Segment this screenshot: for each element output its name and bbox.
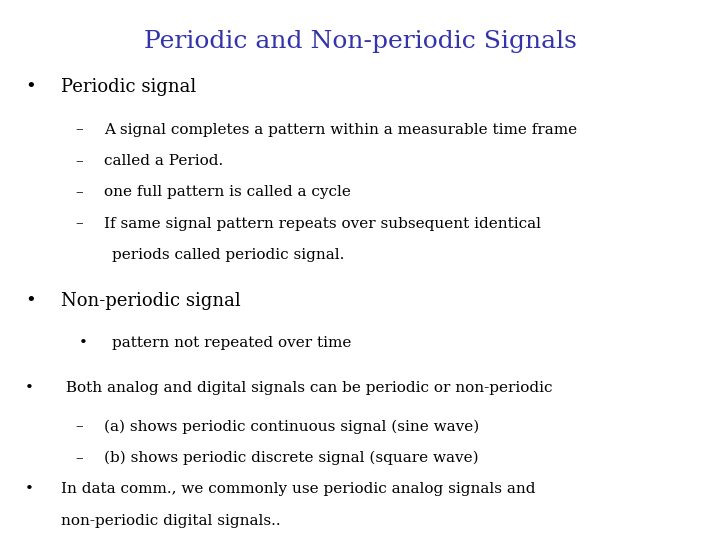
Text: In data comm., we commonly use periodic analog signals and: In data comm., we commonly use periodic …: [61, 482, 536, 496]
Text: pattern not repeated over time: pattern not repeated over time: [112, 336, 351, 350]
Text: Both analog and digital signals can be periodic or non-periodic: Both analog and digital signals can be p…: [61, 381, 553, 395]
Text: non-periodic digital signals..: non-periodic digital signals..: [61, 514, 281, 528]
Text: •: •: [25, 381, 34, 395]
Text: •: •: [79, 336, 88, 350]
Text: –: –: [76, 217, 84, 231]
Text: called a Period.: called a Period.: [104, 154, 224, 168]
Text: –: –: [76, 154, 84, 168]
Text: –: –: [76, 123, 84, 137]
Text: •: •: [25, 292, 36, 310]
Text: –: –: [76, 185, 84, 199]
Text: (b) shows periodic discrete signal (square wave): (b) shows periodic discrete signal (squa…: [104, 451, 479, 465]
Text: –: –: [76, 420, 84, 434]
Text: Periodic and Non-periodic Signals: Periodic and Non-periodic Signals: [143, 30, 577, 53]
Text: –: –: [76, 451, 84, 465]
Text: one full pattern is called a cycle: one full pattern is called a cycle: [104, 185, 351, 199]
Text: Periodic signal: Periodic signal: [61, 78, 197, 96]
Text: periods called periodic signal.: periods called periodic signal.: [112, 248, 344, 262]
Text: •: •: [25, 78, 36, 96]
Text: If same signal pattern repeats over subsequent identical: If same signal pattern repeats over subs…: [104, 217, 541, 231]
Text: (a) shows periodic continuous signal (sine wave): (a) shows periodic continuous signal (si…: [104, 420, 480, 434]
Text: A signal completes a pattern within a measurable time frame: A signal completes a pattern within a me…: [104, 123, 577, 137]
Text: Non-periodic signal: Non-periodic signal: [61, 292, 241, 310]
Text: •: •: [25, 482, 34, 496]
